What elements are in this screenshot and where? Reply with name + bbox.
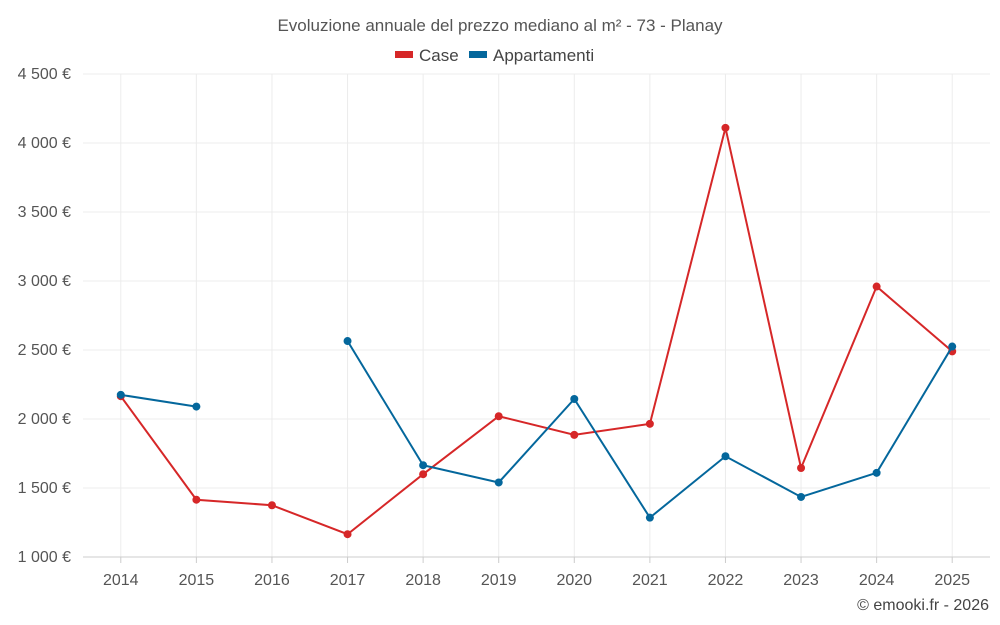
legend-swatch-case [395,51,413,58]
data-point-appartamenti-2020[interactable] [570,394,579,403]
y-tick-label: 2 500 € [18,342,71,359]
data-point-appartamenti-2019[interactable] [494,478,503,487]
data-point-case-2021[interactable] [645,419,654,428]
x-tick-label: 2024 [859,572,895,589]
data-point-case-2022[interactable] [721,123,730,132]
x-tick-label: 2019 [481,572,517,589]
data-point-case-2023[interactable] [797,463,806,472]
data-point-appartamenti-2018[interactable] [419,461,428,470]
y-tick-label: 1 000 € [18,549,71,566]
axes: 1 000 € 1 500 € 2 000 € 2 500 € 3 000 € 3 500… [18,66,990,589]
x-tick-label: 2021 [632,572,668,589]
x-tick-label: 2017 [330,572,366,589]
y-tick-label: 2 000 € [18,411,71,428]
data-point-appartamenti-2025[interactable] [948,342,957,351]
grid [83,73,990,558]
y-tick-label: 3 500 € [18,204,71,221]
y-tick-label: 4 500 € [18,66,71,83]
legend: Case Appartamenti [395,46,594,65]
y-tick-label: 4 000 € [18,135,71,152]
x-tick-label: 2015 [179,572,215,589]
data-point-case-2018[interactable] [419,470,428,479]
x-tick-label: 2025 [934,572,970,589]
x-tick-label: 2023 [783,572,819,589]
credit-text: © emooki.fr - 2026 [857,597,989,614]
legend-label-appartamenti[interactable]: Appartamenti [493,46,594,65]
data-point-case-2020[interactable] [570,430,579,439]
data-point-appartamenti-2014[interactable] [116,390,125,399]
series-line-appartamenti [120,393,197,408]
data-point-appartamenti-2023[interactable] [797,492,806,501]
x-tick-label: 2016 [254,572,290,589]
data-point-appartamenti-2024[interactable] [872,468,881,477]
series-case [116,123,957,539]
series [116,123,957,539]
x-tick-label: 2020 [556,572,592,589]
data-point-appartamenti-2017[interactable] [343,337,352,346]
data-point-case-2016[interactable] [267,501,276,510]
data-point-appartamenti-2022[interactable] [721,452,730,461]
chart-title: Evoluzione annuale del prezzo mediano al… [277,16,723,35]
y-tick-label: 1 500 € [18,480,71,497]
x-tick-label: 2018 [405,572,441,589]
data-point-appartamenti-2021[interactable] [645,513,654,522]
data-point-case-2015[interactable] [192,495,201,504]
y-tick-label: 3 000 € [18,273,71,290]
data-point-case-2024[interactable] [872,282,881,291]
legend-swatch-appartamenti [469,51,487,58]
series-appartamenti [116,337,957,522]
x-tick-label: 2014 [103,572,139,589]
data-point-appartamenti-2015[interactable] [192,402,201,411]
legend-label-case[interactable]: Case [419,46,459,65]
x-tick-label: 2022 [708,572,744,589]
data-point-case-2019[interactable] [494,412,503,421]
series-line-case [119,127,953,536]
data-point-case-2017[interactable] [343,530,352,539]
